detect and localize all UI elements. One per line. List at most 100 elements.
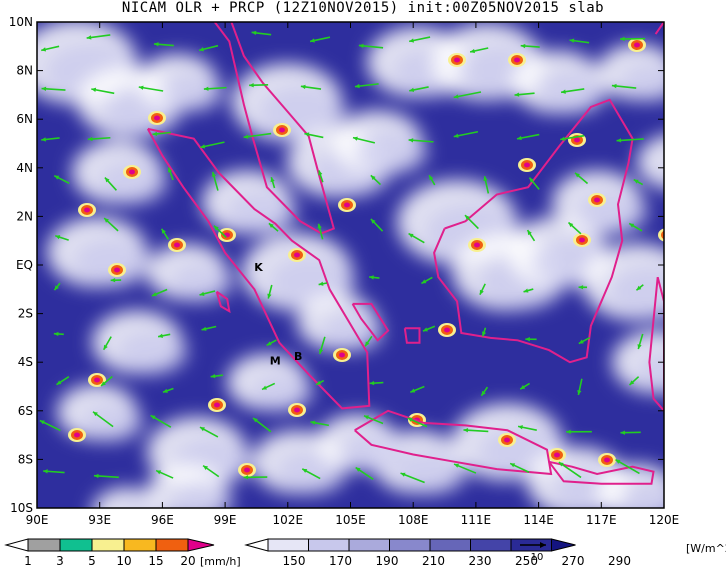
wind-vector xyxy=(200,141,225,149)
wind-vector xyxy=(53,282,61,291)
cloud-blob xyxy=(536,69,608,115)
wind-vector xyxy=(354,83,379,89)
lon-label: 120E xyxy=(649,513,680,527)
wind-vector xyxy=(514,92,535,97)
wind-vector xyxy=(301,468,321,480)
wind-vector xyxy=(369,380,384,386)
wind-arrowhead xyxy=(465,215,470,220)
lon-label: 90E xyxy=(26,513,49,527)
wind-vector xyxy=(86,34,111,40)
wind-vector xyxy=(523,288,534,293)
wind-vector xyxy=(251,30,272,36)
wind-vector xyxy=(560,88,585,94)
rain-cell-heavy xyxy=(339,352,345,358)
wind-vector xyxy=(409,86,429,93)
wind-vector xyxy=(167,167,174,181)
wind-vector xyxy=(409,385,425,393)
wind-vector xyxy=(153,42,174,47)
lon-label: 105E xyxy=(335,513,366,527)
wind-vector xyxy=(266,339,277,347)
wind-arrowhead xyxy=(409,87,415,93)
wind-vector xyxy=(162,387,174,394)
rain-cell xyxy=(168,238,186,252)
wind-arrowhead xyxy=(421,279,427,284)
wind-arrowhead xyxy=(162,388,168,393)
wind-vector xyxy=(567,221,582,235)
wind-vector xyxy=(100,375,113,387)
wind-arrowhead xyxy=(318,349,324,354)
wind-arrowhead xyxy=(150,415,156,420)
coastline xyxy=(648,276,664,413)
wind-vector xyxy=(261,382,276,391)
rain-cell xyxy=(238,463,256,477)
wind-arrowhead xyxy=(569,38,575,43)
rain-cell xyxy=(468,238,486,252)
cloud-blob xyxy=(620,62,664,102)
map-title: NICAM OLR + PRCP (12Z10NOV2015) init:00Z… xyxy=(121,0,605,16)
wind-arrowhead xyxy=(41,86,47,92)
lat-label: 10N xyxy=(9,15,33,29)
olr-legend-swatch xyxy=(389,538,431,552)
rain-cell-heavy xyxy=(514,57,520,63)
wind-vector xyxy=(526,229,536,242)
wind-arrowhead xyxy=(620,36,625,42)
coastline xyxy=(351,302,390,342)
wind-arrowhead xyxy=(161,228,166,234)
rain-cell-heavy xyxy=(344,202,350,208)
wind-arrowhead xyxy=(101,381,106,386)
wind-arrowhead xyxy=(110,278,116,283)
wind-arrowhead xyxy=(369,380,375,386)
wind-arrowhead xyxy=(203,465,209,470)
wind-vector xyxy=(102,336,112,351)
wind-arrowhead xyxy=(87,136,93,142)
wind-arrowhead xyxy=(560,136,565,141)
rain-cell-heavy xyxy=(214,402,220,408)
wind-arrowhead xyxy=(138,85,144,90)
wind-arrowhead xyxy=(516,135,522,141)
wind-vector xyxy=(408,138,434,143)
wind-vector xyxy=(104,177,118,191)
olr-legend-label: 170 xyxy=(329,554,352,568)
wind-arrowhead xyxy=(400,472,406,477)
wind-vector xyxy=(103,217,119,232)
prcp-legend-label: 15 xyxy=(148,554,163,568)
rain-cell xyxy=(448,53,466,67)
wind-arrowhead xyxy=(153,42,159,47)
wind-vector xyxy=(635,284,644,291)
wind-vector xyxy=(309,36,331,43)
wind-shaft xyxy=(616,138,644,142)
wind-arrowhead xyxy=(454,463,460,468)
wind-arrowhead xyxy=(463,428,469,433)
rain-cell-light xyxy=(678,333,696,347)
wind-vector xyxy=(110,278,122,283)
rain-cell-heavy xyxy=(579,237,585,243)
wind-arrowhead xyxy=(56,380,62,385)
coastline xyxy=(548,460,655,485)
reference-vector-label: 10 xyxy=(531,552,544,563)
wind-vector xyxy=(528,177,540,190)
lat-label: 6S xyxy=(18,404,33,418)
wind-arrowhead xyxy=(354,83,360,89)
cloud-blob xyxy=(170,482,234,508)
precipitation-cells xyxy=(68,38,696,477)
wind-arrowhead xyxy=(243,134,249,139)
wind-vector xyxy=(199,290,216,296)
wind-arrowhead xyxy=(409,38,415,43)
wind-arrowhead xyxy=(152,131,158,137)
prcp-legend-label: 10 xyxy=(116,554,131,568)
wind-arrowhead xyxy=(91,87,97,92)
prcp-legend-label: 1 xyxy=(24,554,32,568)
rain-cell xyxy=(288,248,306,262)
wind-vector xyxy=(620,430,641,435)
wind-arrowhead xyxy=(54,175,60,180)
wind-arrowhead xyxy=(358,43,364,49)
rain-cell-heavy xyxy=(279,127,285,133)
wind-vector xyxy=(152,131,171,137)
olr-legend-label: 250 xyxy=(515,554,538,568)
wind-vector xyxy=(41,137,60,142)
wind-vector xyxy=(87,136,111,142)
wind-arrowhead xyxy=(302,468,308,473)
wind-arrowhead xyxy=(210,373,216,379)
prcp-legend-swatch xyxy=(155,538,189,552)
